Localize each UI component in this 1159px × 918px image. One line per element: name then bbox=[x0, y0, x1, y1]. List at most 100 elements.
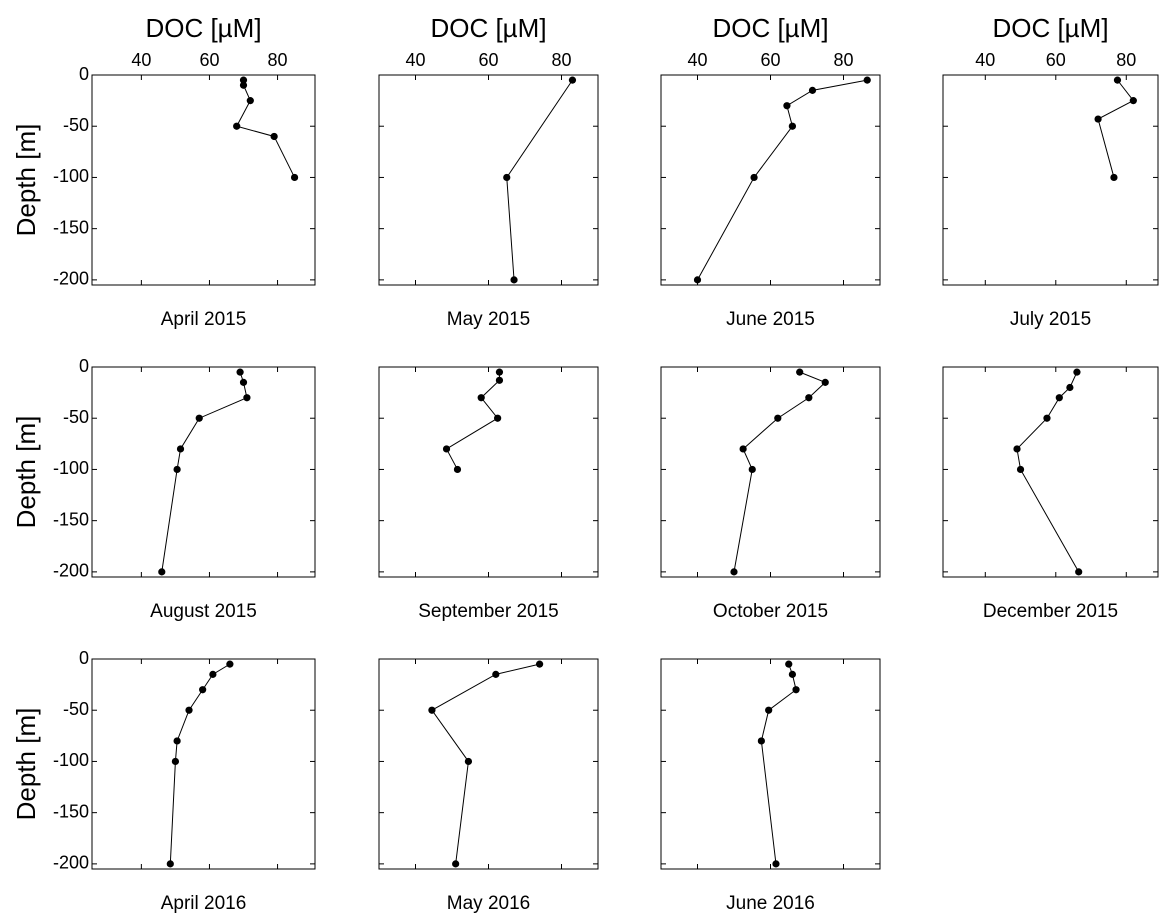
profile-line bbox=[161, 371, 248, 572]
data-point bbox=[495, 376, 504, 384]
data-point bbox=[774, 414, 782, 422]
plot-frame bbox=[660, 74, 881, 286]
plot-frame bbox=[942, 74, 1159, 286]
panel: December 2015 bbox=[942, 366, 1159, 622]
data-point bbox=[199, 686, 207, 694]
data-point bbox=[195, 414, 203, 422]
y-tick-label: -50 bbox=[63, 115, 89, 135]
data-point bbox=[808, 86, 817, 94]
x-tick-label: 40 bbox=[975, 50, 995, 70]
panel-title: June 2016 bbox=[726, 893, 815, 914]
data-point bbox=[442, 445, 451, 453]
panel-title: July 2015 bbox=[1010, 309, 1091, 330]
plot-frame bbox=[942, 366, 1159, 578]
data-point bbox=[536, 660, 544, 668]
profile-line bbox=[235, 80, 296, 178]
data-point bbox=[246, 97, 254, 105]
data-point bbox=[783, 102, 791, 110]
x-axis-label: DOC [µM] bbox=[992, 13, 1108, 43]
data-point bbox=[1110, 173, 1118, 182]
data-point bbox=[1043, 414, 1051, 422]
x-tick-label: 40 bbox=[405, 50, 425, 70]
data-point bbox=[239, 378, 248, 386]
data-point bbox=[788, 670, 797, 678]
data-point bbox=[796, 368, 804, 376]
data-point bbox=[494, 414, 502, 422]
data-point bbox=[503, 173, 511, 182]
data-point bbox=[176, 445, 185, 453]
x-tick-label: 40 bbox=[131, 50, 151, 70]
plot-frame bbox=[91, 74, 316, 286]
x-tick-label: 60 bbox=[478, 50, 498, 70]
profile-line bbox=[506, 79, 573, 280]
y-tick-label: -100 bbox=[53, 166, 89, 186]
plot-frame bbox=[378, 658, 599, 870]
data-point bbox=[693, 276, 702, 284]
y-axis-label: Depth [m] bbox=[11, 124, 41, 237]
y-tick-label: -50 bbox=[63, 699, 89, 719]
data-point bbox=[1129, 97, 1137, 105]
data-point bbox=[1113, 76, 1122, 84]
data-point bbox=[477, 394, 485, 402]
data-point bbox=[453, 465, 462, 474]
panel: 40 60 80 DOC [µM] July 2015 bbox=[942, 13, 1159, 330]
data-point bbox=[1016, 465, 1025, 474]
data-point bbox=[805, 394, 813, 402]
panel-title: June 2015 bbox=[726, 309, 815, 330]
data-point bbox=[757, 737, 765, 745]
data-point bbox=[748, 465, 756, 474]
y-tick-label: -150 bbox=[53, 217, 89, 237]
x-tick-label: 80 bbox=[551, 50, 571, 70]
y-tick-label: -50 bbox=[63, 407, 89, 427]
panel-title: May 2016 bbox=[447, 893, 530, 914]
data-point bbox=[1075, 568, 1083, 576]
data-point bbox=[1066, 383, 1074, 392]
y-tick-label: -150 bbox=[53, 801, 89, 821]
x-tick-label: 40 bbox=[687, 50, 707, 70]
panel-title: April 2016 bbox=[161, 893, 247, 914]
data-point bbox=[510, 276, 518, 284]
plot-frame bbox=[91, 366, 316, 578]
panel: June 2016 bbox=[660, 658, 881, 914]
data-point bbox=[792, 686, 800, 694]
profile-line bbox=[431, 663, 540, 864]
data-point bbox=[739, 445, 747, 453]
panel-title: December 2015 bbox=[983, 601, 1118, 622]
data-point bbox=[173, 465, 181, 474]
panel-title: April 2015 bbox=[161, 309, 247, 330]
y-tick-label: 0 bbox=[79, 64, 89, 84]
panel: May 2016 bbox=[378, 658, 599, 914]
y-tick-label: -200 bbox=[53, 269, 89, 289]
data-point bbox=[452, 860, 460, 868]
y-axis-label: Depth [m] bbox=[11, 416, 41, 529]
data-point bbox=[492, 670, 500, 678]
data-point bbox=[1073, 368, 1081, 376]
data-point bbox=[236, 368, 244, 376]
data-point bbox=[750, 173, 758, 182]
data-point bbox=[821, 378, 829, 386]
data-point bbox=[428, 706, 436, 714]
data-point bbox=[270, 132, 278, 141]
panel-title: September 2015 bbox=[418, 601, 559, 622]
y-tick-label: -100 bbox=[53, 750, 89, 770]
profile-line bbox=[697, 79, 868, 281]
x-tick-label: 60 bbox=[760, 50, 780, 70]
data-point bbox=[166, 860, 174, 868]
panel: September 2015 bbox=[378, 366, 599, 622]
profile-line bbox=[169, 663, 231, 864]
data-point bbox=[788, 122, 797, 130]
profile-line bbox=[760, 663, 797, 864]
panel-title: October 2015 bbox=[713, 601, 828, 622]
data-point bbox=[1094, 115, 1102, 123]
y-tick-label: 0 bbox=[79, 648, 89, 668]
profile-line bbox=[1016, 371, 1080, 573]
profile-line bbox=[445, 372, 500, 470]
y-tick-label: -200 bbox=[53, 853, 89, 873]
data-point bbox=[568, 76, 577, 84]
data-point bbox=[233, 122, 241, 130]
panel: 0 -50 -100 -150 -200 Depth [m] April 2016 bbox=[11, 648, 316, 914]
y-tick-label: -200 bbox=[53, 561, 89, 581]
x-tick-label: 60 bbox=[199, 50, 219, 70]
